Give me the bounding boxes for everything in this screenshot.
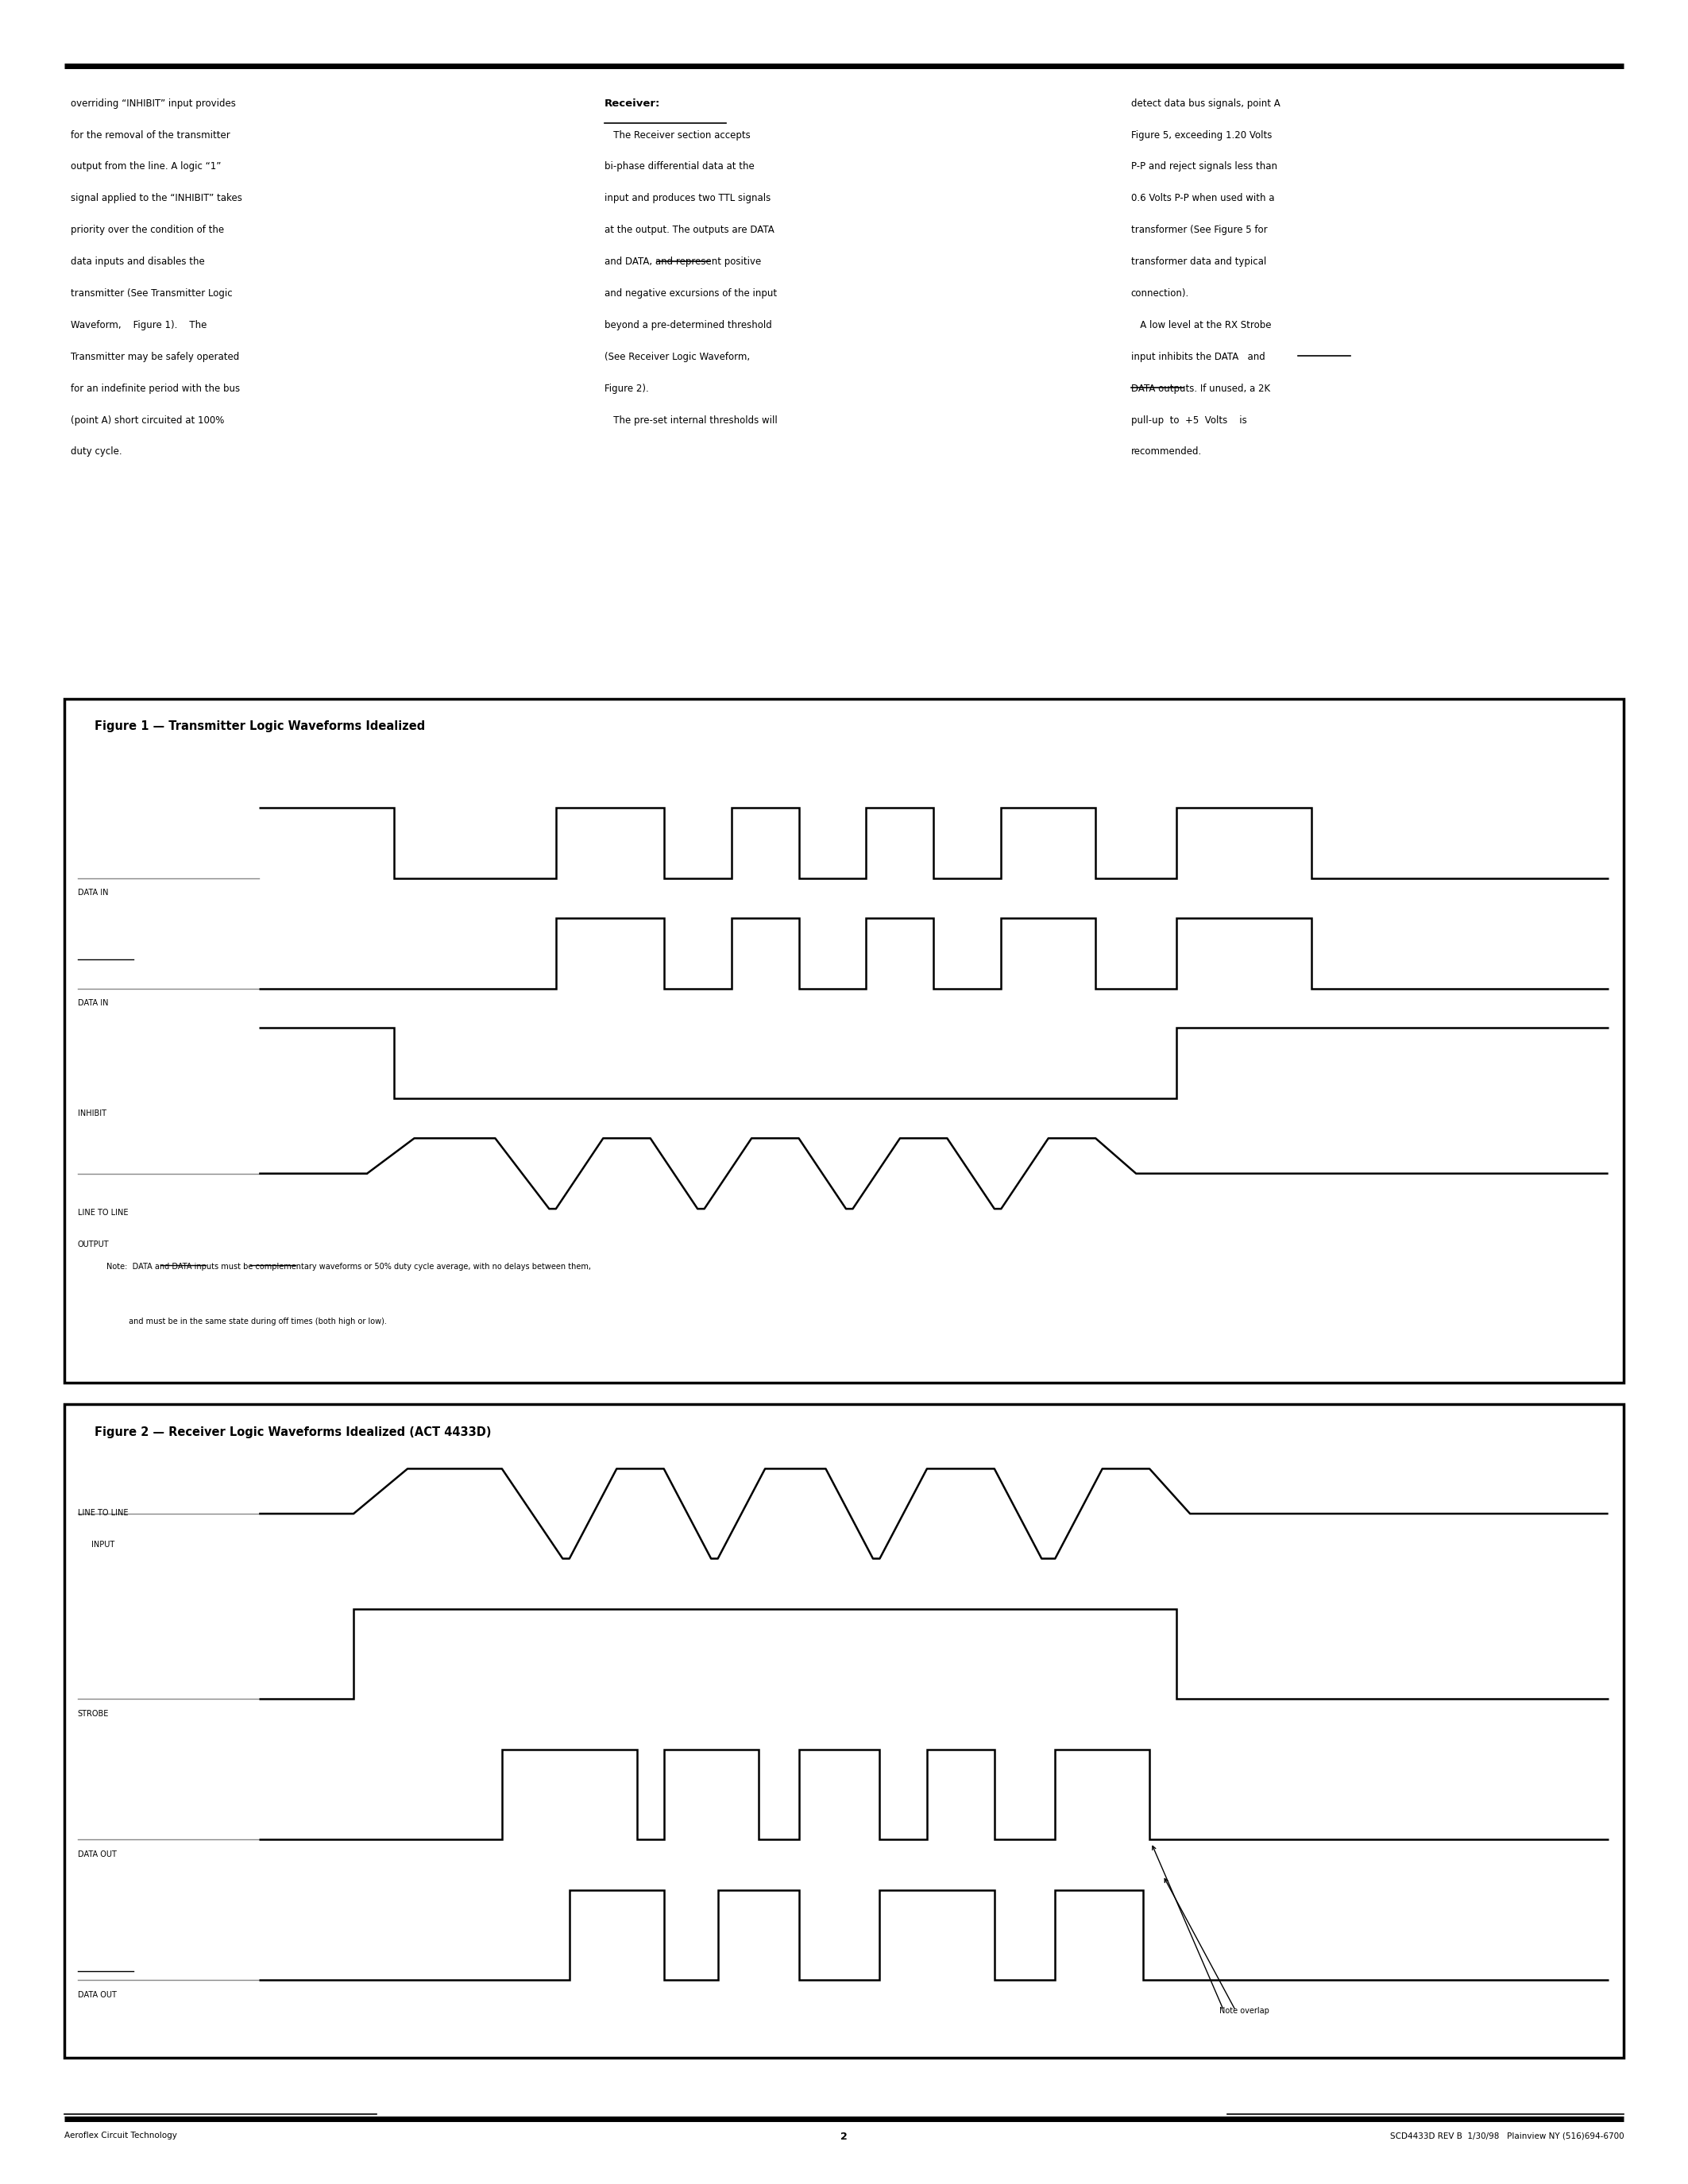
- Text: and DATA, and represent positive: and DATA, and represent positive: [604, 258, 761, 266]
- Text: Aeroflex Circuit Technology: Aeroflex Circuit Technology: [64, 2132, 177, 2140]
- Text: bi-phase differential data at the: bi-phase differential data at the: [604, 162, 755, 173]
- Text: and negative excursions of the input: and negative excursions of the input: [604, 288, 776, 299]
- Text: SCD4433D REV B  1/30/98   Plainview NY (516)694-6700: SCD4433D REV B 1/30/98 Plainview NY (516…: [1389, 2132, 1624, 2140]
- Text: duty cycle.: duty cycle.: [71, 448, 122, 456]
- Text: connection).: connection).: [1131, 288, 1188, 299]
- Text: detect data bus signals, point A: detect data bus signals, point A: [1131, 98, 1280, 109]
- Text: beyond a pre-determined threshold: beyond a pre-determined threshold: [604, 321, 771, 330]
- Text: LINE TO LINE: LINE TO LINE: [78, 1208, 128, 1216]
- Text: input and produces two TTL signals: input and produces two TTL signals: [604, 194, 770, 203]
- Text: 2: 2: [841, 2132, 847, 2143]
- Text: input inhibits the DATA   and: input inhibits the DATA and: [1131, 352, 1264, 363]
- Text: output from the line. A logic “1”: output from the line. A logic “1”: [71, 162, 221, 173]
- Text: for an indefinite period with the bus: for an indefinite period with the bus: [71, 384, 240, 393]
- Text: The pre-set internal thresholds will: The pre-set internal thresholds will: [604, 415, 776, 426]
- Text: Figure 2 — Receiver Logic Waveforms Idealized (ACT 4433D): Figure 2 — Receiver Logic Waveforms Idea…: [95, 1426, 491, 1437]
- Text: DATA IN: DATA IN: [78, 1000, 108, 1007]
- Text: transformer data and typical: transformer data and typical: [1131, 258, 1266, 266]
- Text: DATA OUT: DATA OUT: [78, 1850, 116, 1859]
- Text: for the removal of the transmitter: for the removal of the transmitter: [71, 131, 230, 140]
- Text: DATA outputs. If unused, a 2K: DATA outputs. If unused, a 2K: [1131, 384, 1269, 393]
- Text: INHIBIT: INHIBIT: [78, 1109, 106, 1118]
- Text: and must be in the same state during off times (both high or low).: and must be in the same state during off…: [106, 1317, 387, 1326]
- Text: The Receiver section accepts: The Receiver section accepts: [604, 131, 749, 140]
- Text: overriding “INHIBIT” input provides: overriding “INHIBIT” input provides: [71, 98, 236, 109]
- Text: data inputs and disables the: data inputs and disables the: [71, 258, 204, 266]
- Text: Figure 1 — Transmitter Logic Waveforms Idealized: Figure 1 — Transmitter Logic Waveforms I…: [95, 721, 425, 732]
- Text: A low level at the RX Strobe: A low level at the RX Strobe: [1131, 321, 1271, 330]
- Bar: [64, 699, 1624, 1382]
- Text: Figure 5, exceeding 1.20 Volts: Figure 5, exceeding 1.20 Volts: [1131, 131, 1271, 140]
- Text: (See Receiver Logic Waveform,: (See Receiver Logic Waveform,: [604, 352, 749, 363]
- Text: signal applied to the “INHIBIT” takes: signal applied to the “INHIBIT” takes: [71, 194, 243, 203]
- Text: Note overlap: Note overlap: [1219, 2007, 1269, 2016]
- Text: LINE TO LINE: LINE TO LINE: [78, 1509, 128, 1518]
- Text: Figure 2).: Figure 2).: [604, 384, 648, 393]
- Text: OUTPUT: OUTPUT: [78, 1241, 110, 1249]
- Text: priority over the condition of the: priority over the condition of the: [71, 225, 225, 236]
- Text: transmitter (See Transmitter Logic: transmitter (See Transmitter Logic: [71, 288, 233, 299]
- Text: at the output. The outputs are DATA: at the output. The outputs are DATA: [604, 225, 775, 236]
- Text: transformer (See Figure 5 for: transformer (See Figure 5 for: [1131, 225, 1268, 236]
- Text: STROBE: STROBE: [78, 1710, 110, 1719]
- Text: 0.6 Volts P-P when used with a: 0.6 Volts P-P when used with a: [1131, 194, 1274, 203]
- Text: DATA IN: DATA IN: [78, 889, 108, 898]
- Text: P-P and reject signals less than: P-P and reject signals less than: [1131, 162, 1278, 173]
- Text: (point A) short circuited at 100%: (point A) short circuited at 100%: [71, 415, 225, 426]
- Text: DATA OUT: DATA OUT: [78, 1992, 116, 1998]
- Text: INPUT: INPUT: [91, 1542, 115, 1548]
- Bar: [64, 1404, 1624, 2057]
- Text: pull-up  to  +5  Volts    is: pull-up to +5 Volts is: [1131, 415, 1247, 426]
- Text: recommended.: recommended.: [1131, 448, 1202, 456]
- Text: Transmitter may be safely operated: Transmitter may be safely operated: [71, 352, 240, 363]
- Text: Receiver:: Receiver:: [604, 98, 660, 109]
- Text: Waveform,    Figure 1).    The: Waveform, Figure 1). The: [71, 321, 208, 330]
- Text: Note:  DATA and DATA inputs must be complementary waveforms or 50% duty cycle av: Note: DATA and DATA inputs must be compl…: [106, 1262, 591, 1271]
